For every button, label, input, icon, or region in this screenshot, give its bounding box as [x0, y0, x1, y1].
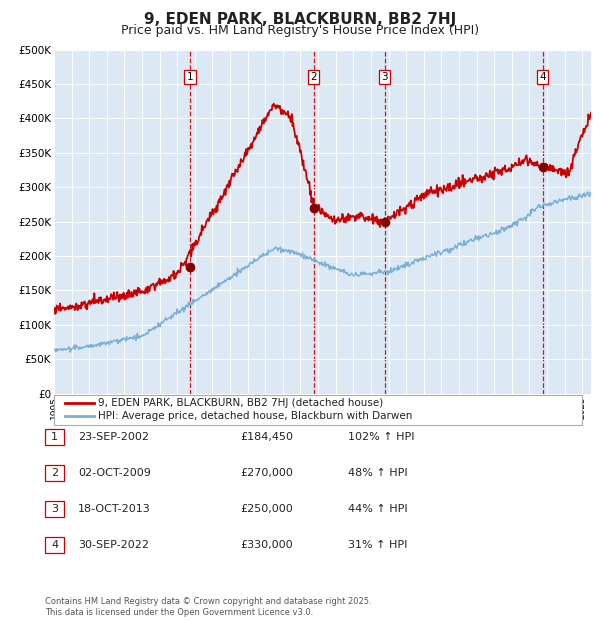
Text: 2: 2	[51, 468, 58, 478]
Text: Contains HM Land Registry data © Crown copyright and database right 2025.
This d: Contains HM Land Registry data © Crown c…	[45, 598, 371, 617]
Text: 18-OCT-2013: 18-OCT-2013	[78, 504, 151, 514]
Text: 1: 1	[187, 72, 193, 82]
Text: 30-SEP-2022: 30-SEP-2022	[78, 540, 149, 550]
Text: 102% ↑ HPI: 102% ↑ HPI	[348, 432, 415, 442]
Text: £270,000: £270,000	[240, 468, 293, 478]
Text: 1: 1	[51, 432, 58, 442]
Text: 02-OCT-2009: 02-OCT-2009	[78, 468, 151, 478]
Text: 31% ↑ HPI: 31% ↑ HPI	[348, 540, 407, 550]
Text: £330,000: £330,000	[240, 540, 293, 550]
Text: 48% ↑ HPI: 48% ↑ HPI	[348, 468, 407, 478]
Text: 3: 3	[51, 504, 58, 514]
Text: 3: 3	[382, 72, 388, 82]
Text: 23-SEP-2002: 23-SEP-2002	[78, 432, 149, 442]
Text: 4: 4	[51, 540, 58, 550]
Text: HPI: Average price, detached house, Blackburn with Darwen: HPI: Average price, detached house, Blac…	[98, 411, 412, 422]
Text: Price paid vs. HM Land Registry's House Price Index (HPI): Price paid vs. HM Land Registry's House …	[121, 24, 479, 37]
Text: £184,450: £184,450	[240, 432, 293, 442]
Text: 9, EDEN PARK, BLACKBURN, BB2 7HJ: 9, EDEN PARK, BLACKBURN, BB2 7HJ	[144, 12, 456, 27]
Text: 9, EDEN PARK, BLACKBURN, BB2 7HJ (detached house): 9, EDEN PARK, BLACKBURN, BB2 7HJ (detach…	[98, 398, 383, 409]
Text: 2: 2	[310, 72, 317, 82]
Text: £250,000: £250,000	[240, 504, 293, 514]
Text: 4: 4	[539, 72, 546, 82]
Text: 44% ↑ HPI: 44% ↑ HPI	[348, 504, 407, 514]
